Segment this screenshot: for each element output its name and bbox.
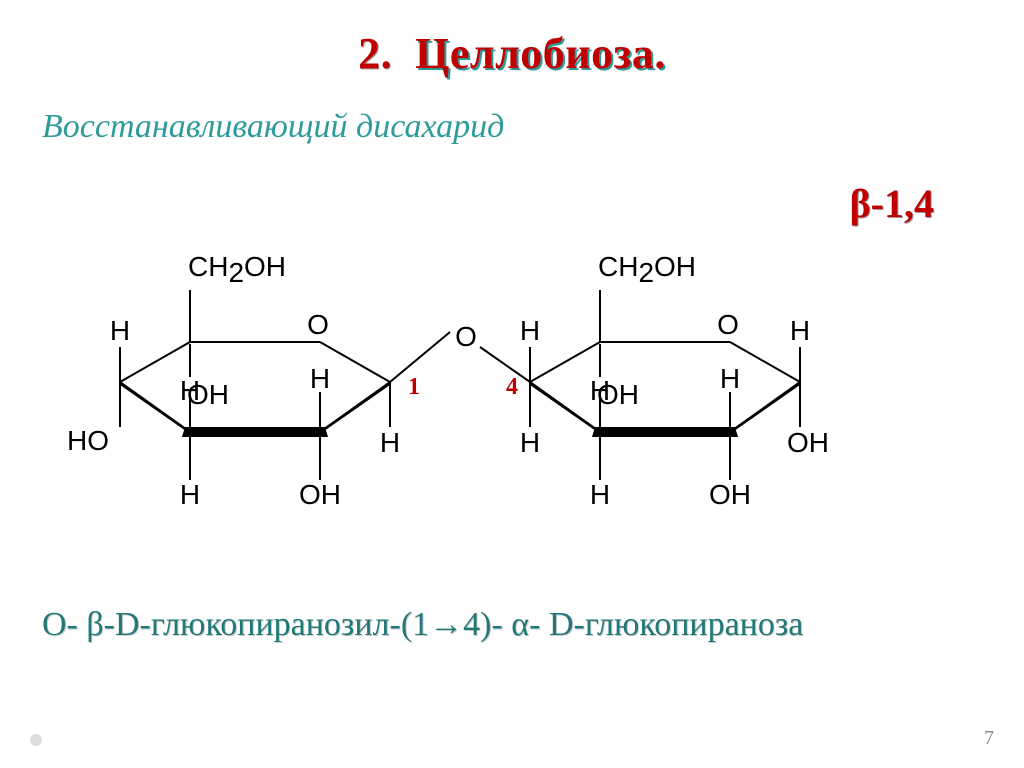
svg-text:H: H [520,315,540,346]
svg-text:O: O [717,309,739,340]
slide-title: 2. Целлобиоза. [0,28,1024,79]
ring-oxygen: O [307,309,329,340]
bridge-oxygen: O [455,321,477,352]
structure-diagram: O CH2OH H H HO H [60,232,964,552]
left-glucopyranose-ring: O CH2OH H H HO H [67,251,420,510]
subtitle: Восстанавливающий дисахарид [42,108,504,146]
svg-text:OH: OH [597,379,639,410]
svg-text:H: H [790,315,810,346]
position-4-label: 4 [506,374,518,400]
title-number: 2. [358,29,392,78]
slide: 2. Целлобиоза. Восстанавливающий дисахар… [0,0,1024,768]
right-glucopyranose-ring: O CH2OH H H H 4 OH H H [506,251,829,510]
linkage-label: β-1,4 [850,180,934,227]
svg-text:OH: OH [299,479,341,510]
svg-text:OH: OH [787,427,829,458]
page-number: 7 [984,727,994,750]
svg-text:H: H [310,363,330,394]
ch2oh-right: CH2OH [598,251,696,288]
svg-text:H: H [720,363,740,394]
svg-text:H: H [110,315,130,346]
svg-text:H: H [380,427,400,458]
svg-text:H: H [520,427,540,458]
svg-text:H: H [180,479,200,510]
svg-text:OH: OH [187,379,229,410]
svg-text:OH: OH [709,479,751,510]
ch2oh-left: CH2OH [188,251,286,288]
title-text: Целлобиоза. [415,29,666,78]
glycosidic-bridge: O [390,321,530,382]
svg-text:H: H [590,479,610,510]
slide-bullet-icon [30,734,42,746]
position-1-label: 1 [408,374,420,400]
systematic-name: O- β-D-глюкопиранозил-(1→4)- α- D-глюкоп… [42,606,942,644]
svg-text:HO: HO [67,425,109,456]
